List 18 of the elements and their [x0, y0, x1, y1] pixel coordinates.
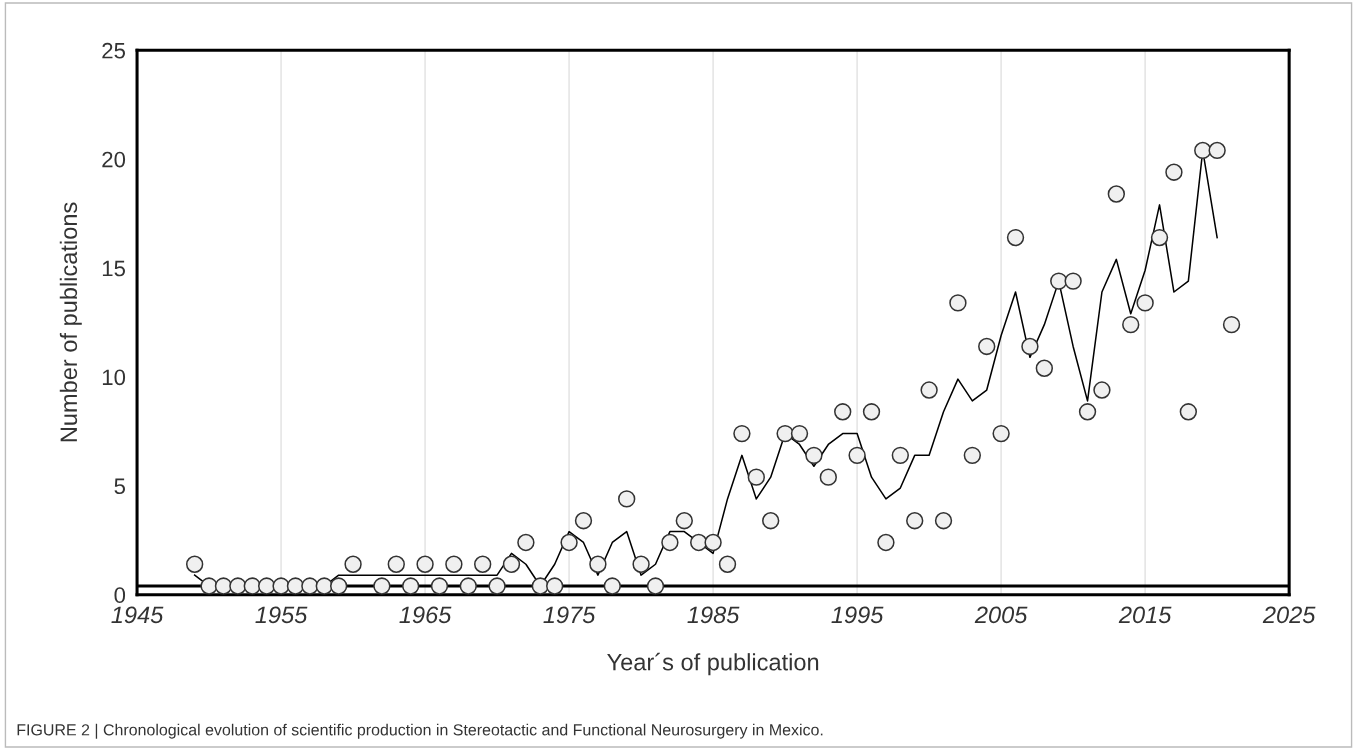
x-tick-label: 1995 [831, 606, 884, 624]
y-axis-title: Number of publications [59, 202, 82, 442]
x-tick-label: 2005 [974, 606, 1028, 624]
x-axis-title: Year´s of publication [607, 652, 819, 676]
x-tick-label: 1965 [399, 606, 452, 624]
y-tick-label: 10 [102, 369, 126, 386]
x-tick-label: 1985 [687, 606, 740, 624]
y-tick-label: 15 [102, 260, 126, 277]
x-tick-label: 1975 [543, 606, 596, 624]
x-tick-label: 2025 [1262, 606, 1316, 624]
y-tick-label: 0 [114, 587, 126, 604]
x-tick-label: 2015 [1118, 606, 1172, 624]
y-tick-label: 5 [114, 478, 126, 495]
y-tick-label: 20 [102, 151, 126, 168]
caption: FIGURE 2 | Chronological evolution of scientific production in Stereotactic and Functional Neurosurgery in Mexico. [17, 723, 823, 739]
x-tick-label: 1945 [111, 606, 164, 624]
x-tick-label: 1955 [255, 606, 308, 624]
y-tick-label: 25 [102, 42, 126, 59]
